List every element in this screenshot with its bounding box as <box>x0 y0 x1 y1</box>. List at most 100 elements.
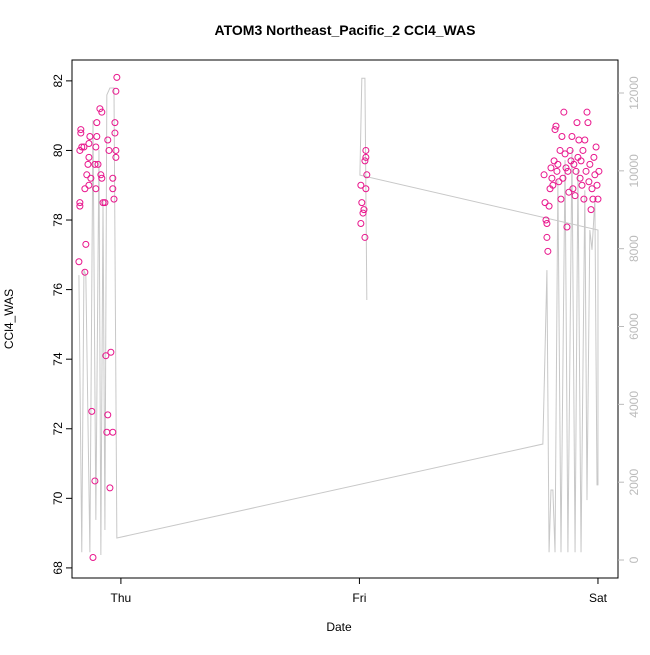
data-point <box>362 185 370 193</box>
data-point <box>85 139 93 147</box>
data-point <box>360 206 368 214</box>
data-point <box>91 160 99 168</box>
data-point <box>362 146 370 154</box>
data-point <box>581 136 589 144</box>
data-point <box>92 143 100 151</box>
data-point <box>594 195 602 203</box>
data-point <box>545 202 553 210</box>
data-point <box>110 195 118 203</box>
data-point <box>554 160 562 168</box>
data-point <box>101 199 109 207</box>
data-point <box>82 240 90 248</box>
data-point <box>593 181 601 189</box>
data-point <box>569 185 577 193</box>
chart-title: ATOM3 Northeast_Pacific_2 CCl4_WAS <box>215 22 476 38</box>
y-tick-label: 72 <box>51 422 65 436</box>
data-point <box>86 133 94 141</box>
data-point <box>88 407 96 415</box>
data-point <box>357 220 365 228</box>
data-point <box>557 195 565 203</box>
data-point <box>85 153 93 161</box>
data-point <box>564 167 572 175</box>
y2-tick-label: 12000 <box>627 76 641 110</box>
data-point <box>572 167 580 175</box>
data-point <box>552 122 560 130</box>
data-point <box>112 153 120 161</box>
data-point <box>588 185 596 193</box>
data-point <box>94 160 102 168</box>
y2-tick-label: 10000 <box>627 154 641 188</box>
data-point <box>568 133 576 141</box>
data-point <box>99 199 107 207</box>
data-point <box>362 153 370 161</box>
data-point <box>563 223 571 231</box>
x-axis-label: Date <box>326 620 352 634</box>
data-point <box>577 157 585 165</box>
data-point <box>81 185 89 193</box>
data-point <box>109 428 117 436</box>
data-point <box>98 108 106 116</box>
data-point <box>582 167 590 175</box>
y2-tick-label: 8000 <box>627 235 641 262</box>
data-point <box>586 160 594 168</box>
data-point <box>548 174 556 182</box>
data-point <box>77 129 85 137</box>
data-point <box>558 133 566 141</box>
line-series <box>78 77 599 555</box>
data-point <box>92 185 100 193</box>
data-point <box>98 174 106 182</box>
data-point <box>550 157 558 165</box>
y-tick-label: 82 <box>51 74 65 88</box>
data-point <box>104 136 112 144</box>
data-point <box>97 171 105 179</box>
data-point <box>592 143 600 151</box>
data-point <box>361 233 369 241</box>
data-point <box>96 105 104 113</box>
data-point <box>357 181 365 189</box>
data-point <box>81 268 89 276</box>
data-point <box>551 126 559 134</box>
data-point <box>556 146 564 154</box>
y-tick-label: 68 <box>51 561 65 575</box>
y-tick-label: 76 <box>51 283 65 297</box>
data-point <box>553 167 561 175</box>
data-point <box>576 174 584 182</box>
data-point <box>549 181 557 189</box>
data-point <box>589 195 597 203</box>
data-point <box>106 484 114 492</box>
data-point <box>87 174 95 182</box>
data-point <box>565 188 573 196</box>
data-point <box>559 174 567 182</box>
data-point <box>111 129 119 137</box>
data-point <box>113 73 121 81</box>
data-point <box>584 119 592 127</box>
data-point <box>112 146 120 154</box>
data-point <box>542 216 550 224</box>
data-point <box>89 553 97 561</box>
data-point <box>561 150 569 158</box>
y-tick-label: 80 <box>51 143 65 157</box>
data-point <box>359 209 367 217</box>
data-point <box>578 181 586 189</box>
data-point <box>93 133 101 141</box>
y-tick-label: 74 <box>51 352 65 366</box>
data-point <box>573 119 581 127</box>
data-point <box>112 87 120 95</box>
y2-tick-label: 2000 <box>627 469 641 496</box>
data-point <box>80 143 88 151</box>
data-point <box>84 160 92 168</box>
data-point <box>587 206 595 214</box>
data-point <box>543 220 551 228</box>
x-tick-label: Sat <box>589 591 608 605</box>
y-axis-label: CCl4_WAS <box>2 289 16 349</box>
y2-tick-label: 0 <box>627 556 641 563</box>
data-point <box>111 119 119 127</box>
data-point <box>547 164 555 172</box>
data-point <box>571 192 579 200</box>
y-tick-label: 70 <box>51 491 65 505</box>
data-point <box>78 143 86 151</box>
x-tick-label: Thu <box>111 591 132 605</box>
plot-frame <box>71 59 619 579</box>
y2-tick-label: 6000 <box>627 313 641 340</box>
